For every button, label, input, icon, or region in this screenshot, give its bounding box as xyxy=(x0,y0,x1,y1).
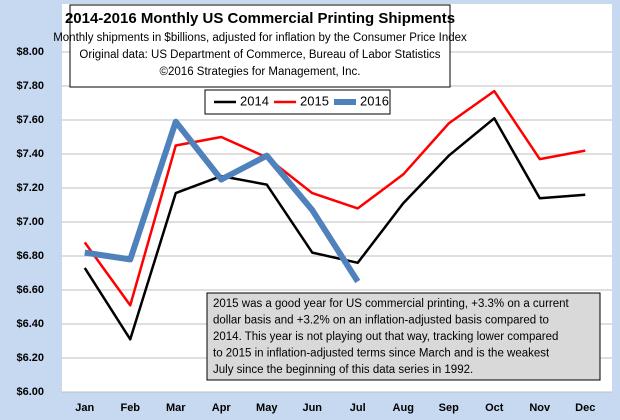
x-tick-label: Apr xyxy=(212,402,232,414)
annotation-line: 2014. This year is not playing out that … xyxy=(213,331,558,343)
x-tick-label: Jul xyxy=(350,402,366,414)
chart-title: 2014-2016 Monthly US Commercial Printing… xyxy=(65,10,455,27)
y-tick-label: $6.00 xyxy=(16,386,44,398)
annotation-line: 2015 was a good year for US commercial p… xyxy=(213,298,570,310)
x-tick-label: Dec xyxy=(575,402,595,414)
x-tick-label: Aug xyxy=(393,402,414,414)
legend-label: 2015 xyxy=(300,93,329,108)
x-tick-label: Sep xyxy=(439,402,459,414)
y-tick-label: $7.60 xyxy=(16,114,44,126)
y-tick-label: $8.00 xyxy=(16,46,44,58)
copyright: ©2016 Strategies for Management, Inc. xyxy=(160,66,361,78)
y-tick-label: $7.00 xyxy=(16,216,44,228)
y-tick-label: $6.40 xyxy=(16,318,44,330)
legend-label: 2016 xyxy=(360,93,389,108)
x-tick-label: Feb xyxy=(120,402,140,414)
y-tick-label: $6.60 xyxy=(16,284,44,296)
annotation-line: July since the beginning of this data se… xyxy=(213,364,473,376)
series-line xyxy=(83,89,586,307)
x-tick-label: Nov xyxy=(529,402,551,414)
title-box xyxy=(69,4,451,88)
source: Original data: US Department of Commerce… xyxy=(79,49,440,61)
annotation-box xyxy=(206,292,601,381)
y-tick-label: $7.80 xyxy=(16,80,44,92)
x-tick-label: Jan xyxy=(75,402,94,414)
x-tick-label: Mar xyxy=(166,402,186,414)
y-tick-label: $6.80 xyxy=(16,250,44,262)
annotation-line: to 2015 in inflation-adjusted terms sinc… xyxy=(213,348,550,360)
y-tick-label: $7.20 xyxy=(16,182,44,194)
x-tick-label: May xyxy=(256,402,278,414)
legend-label: 2014 xyxy=(240,93,269,108)
y-tick-label: $7.40 xyxy=(16,148,44,160)
subtitle: Monthly shipments in $billions, adjusted… xyxy=(53,32,467,44)
x-tick-label: Oct xyxy=(485,402,504,414)
annotation-line: dollar basis and +3.2% on an inflation-a… xyxy=(213,315,549,327)
series-line xyxy=(84,118,361,284)
series-line xyxy=(83,117,586,341)
x-tick-label: Jun xyxy=(302,402,322,414)
y-tick-label: $6.20 xyxy=(16,352,44,364)
